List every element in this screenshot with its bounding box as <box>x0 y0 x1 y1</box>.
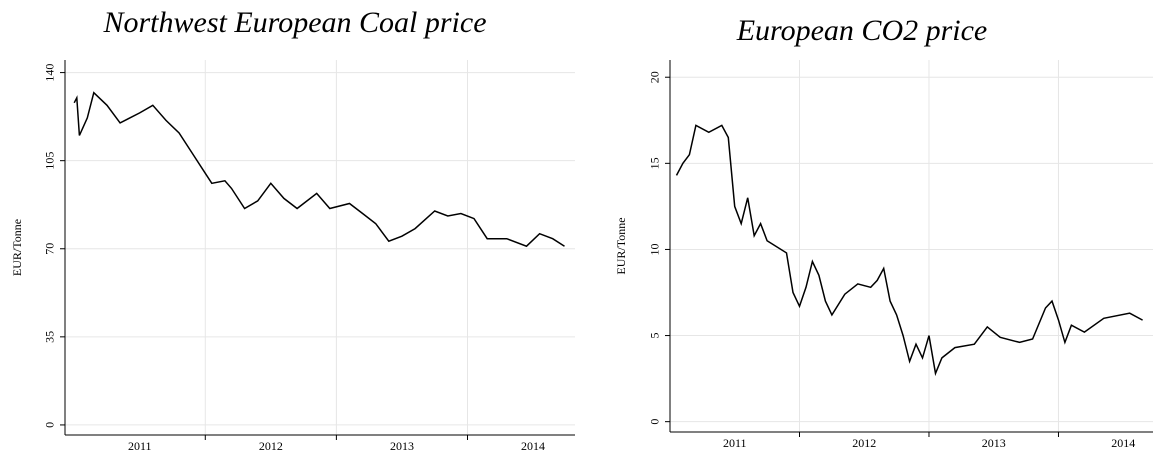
x-tick-label: 2012 <box>259 439 283 453</box>
y-tick-label: 35 <box>43 331 57 343</box>
price-line <box>73 91 565 248</box>
y-tick-label: 0 <box>43 422 57 428</box>
y-axis-label: EUR/Tonne <box>10 219 24 276</box>
x-tick-label: 2011 <box>723 436 747 450</box>
y-tick-label: 10 <box>648 243 662 255</box>
y-tick-label: 20 <box>648 71 662 83</box>
x-tick-label: 2013 <box>982 436 1006 450</box>
x-tick-label: 2014 <box>521 439 545 453</box>
y-tick-label: 15 <box>648 157 662 169</box>
x-tick-label: 2012 <box>852 436 876 450</box>
chart-title: Northwest European Coal price <box>102 6 486 39</box>
price-line <box>675 124 1143 377</box>
y-axis-label: EUR/Tonne <box>614 217 628 274</box>
chart-title: European CO2 price <box>736 14 988 47</box>
y-tick-label: 5 <box>648 333 662 339</box>
y-tick-label: 140 <box>43 64 57 82</box>
x-tick-label: 2013 <box>390 439 414 453</box>
x-tick-label: 2011 <box>128 439 152 453</box>
x-tick-label: 2014 <box>1111 436 1135 450</box>
y-tick-label: 105 <box>43 152 57 170</box>
y-tick-label: 70 <box>43 243 57 255</box>
y-tick-label: 0 <box>648 419 662 425</box>
